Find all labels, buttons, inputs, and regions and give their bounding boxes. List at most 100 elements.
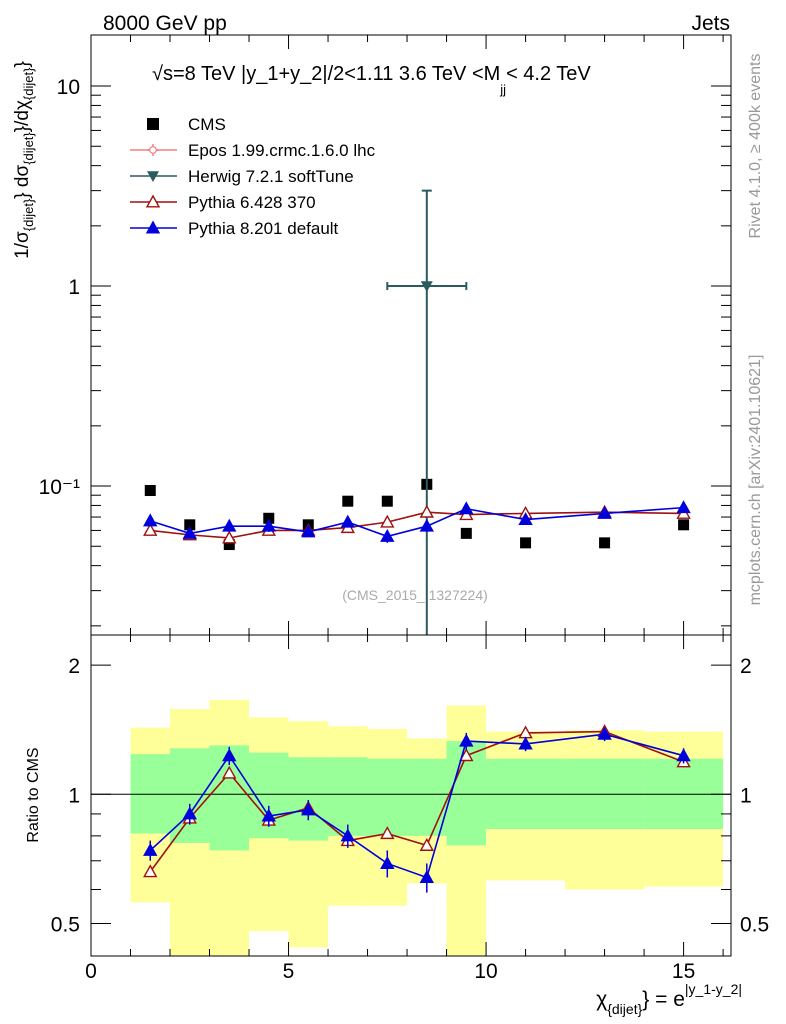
legend-label-herwig: Herwig 7.2.1 softTune — [188, 167, 354, 186]
pythia8-line — [150, 506, 684, 538]
analysis-watermark: (CMS_2015_I1327224) — [342, 587, 488, 603]
cms-green-band — [170, 748, 210, 844]
ratio-pythia8-line — [149, 733, 684, 879]
legend-label-pythia8: Pythia 8.201 default — [188, 219, 339, 238]
main-y-tick-label: 10⁻¹ — [39, 476, 80, 499]
mcplots-label: mcplots.cern.ch [arXiv:2401.10621] — [747, 355, 764, 606]
pythia8-point — [459, 501, 474, 515]
ratio-y-tick-label: 2 — [68, 655, 80, 678]
cms-point — [223, 539, 235, 551]
ratio-pythia8-point — [301, 802, 316, 816]
main-panel: 10 1 10⁻¹ (CMS_2015_I1327224) √s=8 TeV |y_… — [12, 34, 732, 636]
legend-marker-pythia6 — [145, 194, 161, 208]
cms-point — [678, 519, 690, 531]
legend-label-pythia6: Pythia 6.428 370 — [188, 193, 316, 212]
pythia6-point — [380, 514, 395, 528]
ratio-y-tick-labels: 2 2 1 1 0.5 0.5 — [51, 655, 769, 936]
ratio-pythia6-point — [222, 765, 237, 779]
ratio-pythia6-line — [149, 730, 684, 873]
pythia6-point — [419, 504, 434, 518]
main-y-tick-label: 10 — [57, 76, 80, 99]
pythia8-point — [676, 500, 691, 514]
main-y-tick-label: 1 — [68, 276, 80, 299]
ratio-axis-ticks — [90, 635, 731, 956]
pythia8-point — [419, 518, 434, 532]
x-tick-labels: 0 5 10 15 — [85, 960, 695, 983]
ratio-pythia8-point — [676, 748, 691, 762]
pythia8-point — [597, 505, 612, 519]
main-y-axis-label: 1/σ{dijet}} dσ{dijet}}/dχ{dijet}} — [12, 61, 36, 259]
legend-marker-herwig — [147, 171, 159, 182]
main-plot-frame — [90, 34, 732, 636]
legend: CMS Epos 1.99.crmc.1.6.0 lhc Herwig 7.2.1 … — [130, 115, 376, 238]
pythia8-point — [380, 528, 395, 542]
ratio-pythia8-point — [419, 870, 434, 883]
ratio-pythia8-point — [380, 856, 395, 869]
legend-item-pythia8: Pythia 8.201 default — [130, 219, 339, 238]
series-pythia6 — [143, 504, 691, 544]
x-axis-label: χ{dijet}} = e|y_1-y_2| — [596, 981, 742, 1017]
x-tick-label: 0 — [85, 960, 97, 983]
cms-green-band — [288, 757, 329, 841]
ratio-pythia8-point — [143, 842, 158, 856]
main-data-series — [143, 189, 691, 635]
chart-title-text: =8 TeV |y_1+y_2|/2<1.11 3.6 TeV <M — [173, 63, 500, 85]
pythia8-point — [261, 518, 276, 532]
legend-marker-cms — [147, 118, 159, 130]
series-pythia8 — [143, 500, 691, 543]
pythia8-point — [222, 518, 237, 532]
cms-point — [184, 519, 196, 531]
herwig-point — [420, 281, 433, 293]
pythia8-point — [518, 512, 533, 526]
ratio-pythia8-point — [261, 808, 276, 822]
ratio-y-axis-label: Ratio to CMS — [25, 747, 42, 842]
ratio-pythia8-point — [459, 733, 474, 747]
cms-point — [263, 512, 275, 524]
legend-label-epos: Epos 1.99.crmc.1.6.0 lhc — [188, 141, 376, 160]
header-energy-label: 8000 GeV pp — [103, 12, 227, 35]
ratio-pythia6-point — [459, 748, 474, 762]
cms-point — [520, 537, 532, 549]
legend-marker-pythia8 — [145, 220, 161, 234]
cms-point — [460, 527, 472, 539]
x-tick-label: 15 — [672, 960, 695, 983]
pythia8-point — [340, 514, 355, 528]
cms-point — [144, 485, 156, 497]
chart-title-sqrt: √s — [152, 63, 173, 85]
cms-point — [381, 495, 393, 507]
series-herwig — [386, 189, 468, 635]
legend-item-cms: CMS — [147, 115, 226, 134]
ratio-y-tick-label: 1 — [68, 784, 80, 807]
pythia8-point — [182, 525, 197, 539]
header-process-label: Jets — [691, 12, 730, 35]
x-tick-label: 5 — [283, 960, 295, 983]
pythia8-point — [301, 524, 316, 538]
ratio-pythia6-point — [143, 864, 158, 878]
ratio-pythia6-point — [419, 837, 434, 851]
ratio-y-tick-label: 0.5 — [51, 913, 80, 936]
ratio-series-pythia8 — [143, 726, 691, 893]
chart-title-suffix: < 4.2 TeV — [506, 63, 591, 85]
rivet-version-label: Rivet 4.1.0, ≥ 400k events — [747, 54, 764, 239]
legend-item-pythia6: Pythia 6.428 370 — [130, 193, 316, 212]
ratio-pythia6-point — [380, 826, 395, 840]
legend-item-herwig: Herwig 7.2.1 softTune — [130, 167, 354, 186]
legend-item-epos: Epos 1.99.crmc.1.6.0 lhc — [130, 141, 376, 160]
cms-green-band — [407, 758, 447, 836]
ratio-y-tick-label-right: 2 — [740, 655, 752, 678]
ratio-y-tick-label-right: 0.5 — [740, 913, 769, 936]
ratio-pythia8-point — [182, 806, 197, 820]
main-axis-ticks — [90, 35, 731, 635]
ratio-pythia8-point — [340, 828, 355, 842]
cms-point — [342, 495, 354, 507]
cms-uncertainty-bands — [130, 699, 724, 956]
ratio-y-tick-label-right: 1 — [740, 784, 752, 807]
pythia6-line — [150, 511, 684, 539]
ratio-data-series — [143, 724, 691, 893]
chart-title: √s=8 TeV |y_1+y_2|/2<1.11 3.6 TeV <Mjj< … — [152, 63, 591, 97]
cms-point — [599, 537, 611, 549]
pythia8-point — [143, 513, 158, 527]
ratio-plot-frame — [90, 634, 732, 957]
legend-marker-epos — [147, 144, 159, 156]
